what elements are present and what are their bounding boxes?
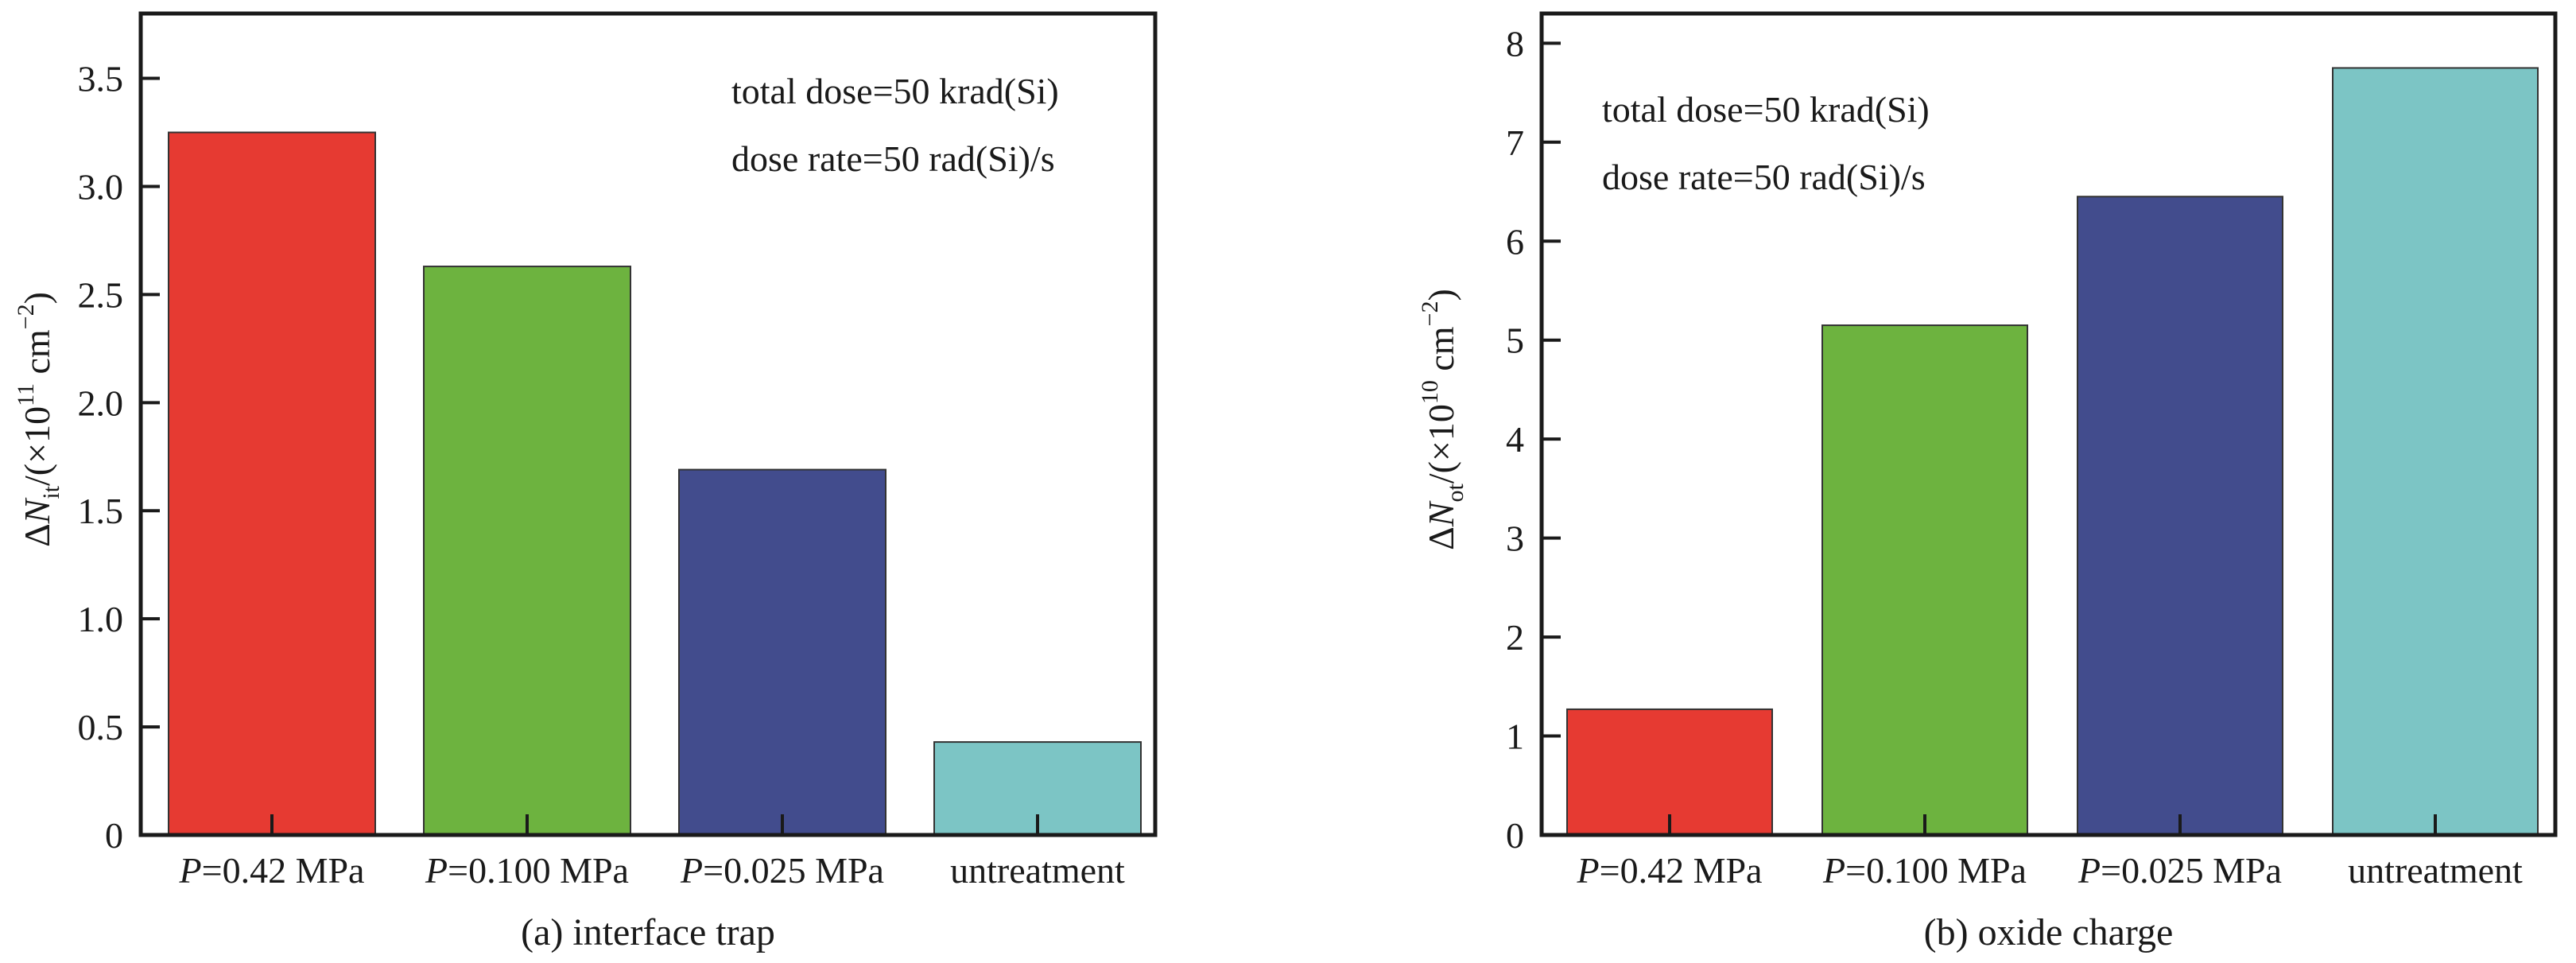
bar: [2332, 67, 2539, 837]
x-tick-label-italic: P: [179, 850, 202, 891]
x-tick-label-text: =0.025 MPa: [2101, 850, 2282, 891]
y-tick-label: 0: [105, 815, 123, 856]
y-tick-label: 3.5: [78, 59, 124, 99]
x-tick-label-text: =0.42 MPa: [1600, 850, 1763, 891]
bar: [678, 468, 886, 836]
y-tick-label: 0: [1506, 815, 1524, 856]
y-label-unit-power: −2: [13, 304, 39, 329]
x-tick-label: P=0.100 MPa: [425, 850, 629, 891]
y-label-subscript: ot: [1442, 483, 1468, 503]
x-tick-label: untreatment: [950, 850, 1125, 891]
annotation-text: dose rate=50 rad(Si)/s: [1602, 157, 1926, 197]
y-tick-label: 2.5: [78, 274, 124, 315]
y-tick-label: 6: [1506, 221, 1524, 262]
x-tick-label: P=0.42 MPa: [1577, 850, 1763, 891]
y-tick-label: 1: [1506, 716, 1524, 757]
x-tick-label-italic: P: [425, 850, 448, 891]
panel-caption: (a) interface trap: [521, 911, 775, 953]
y-tick-label: 0.5: [78, 707, 124, 747]
x-tick-label: P=0.100 MPa: [1822, 850, 2027, 891]
bar: [2077, 196, 2283, 836]
bar: [168, 131, 376, 836]
y-label-subscript: it: [38, 485, 64, 499]
x-tick-label: untreatment: [2348, 850, 2523, 891]
y-tick-label: 3: [1506, 518, 1524, 559]
x-tick-label: P=0.025 MPa: [680, 850, 884, 891]
x-tick-label-text: =0.42 MPa: [202, 850, 365, 891]
y-label-mid: /(×10: [1421, 404, 1461, 483]
y-label-symbol: N: [1421, 500, 1461, 527]
y-axis-label: ΔNot/(×1010 cm−2): [1417, 289, 1468, 550]
annotation-text: dose rate=50 rad(Si)/s: [731, 138, 1055, 179]
x-tick-label: P=0.025 MPa: [2077, 850, 2282, 891]
panel-caption: (b) oxide charge: [1924, 911, 2174, 953]
x-tick-label-text: =0.025 MPa: [703, 850, 884, 891]
axes-frame: [138, 11, 1158, 837]
y-label-delta: Δ: [1421, 526, 1461, 550]
y-tick-label: 5: [1506, 320, 1524, 361]
y-label-close: ): [17, 292, 57, 304]
y-label-unit: cm: [17, 329, 57, 383]
y-label-close: ): [1421, 289, 1461, 301]
y-label-unit-power: −2: [1417, 301, 1443, 327]
y-label-power: 10: [1417, 380, 1443, 404]
y-label-power: 11: [13, 383, 39, 406]
y-label-delta: Δ: [17, 523, 57, 547]
y-tick-label: 2.0: [78, 382, 124, 423]
y-tick-label: 7: [1506, 122, 1524, 163]
y-tick-label: 1.5: [78, 491, 124, 531]
axes-frame: [1539, 11, 2558, 837]
y-tick-label: 1.0: [78, 599, 124, 639]
x-tick-label-italic: P: [1577, 850, 1600, 891]
y-label-symbol: N: [17, 497, 57, 524]
annotation-text: total dose=50 krad(Si): [731, 71, 1059, 111]
bar: [423, 266, 631, 837]
x-tick-label-italic: P: [2077, 850, 2101, 891]
y-label-mid: /(×10: [17, 406, 57, 486]
x-tick-label-text: untreatment: [950, 850, 1125, 891]
x-tick-label-text: =0.100 MPa: [448, 850, 629, 891]
panel-a-interface-trap: 00.51.01.52.02.53.03.5P=0.42 MPa P=0.100 …: [13, 11, 1158, 953]
x-tick-label-italic: P: [680, 850, 703, 891]
y-tick-label: 2: [1506, 617, 1524, 658]
y-tick-label: 4: [1506, 419, 1524, 460]
y-tick-label: 8: [1506, 23, 1524, 64]
x-tick-label: P=0.42 MPa: [179, 850, 365, 891]
annotation-text: total dose=50 krad(Si): [1602, 89, 1930, 130]
x-tick-label-text: =0.100 MPa: [1845, 850, 2027, 891]
y-label-unit: cm: [1421, 326, 1461, 380]
y-tick-label: 3.0: [78, 166, 124, 207]
bar: [1821, 324, 2028, 836]
y-axis-label: ΔNit/(×1011 cm−2): [13, 292, 64, 547]
x-tick-label-text: untreatment: [2348, 850, 2523, 891]
x-tick-label-italic: P: [1822, 850, 1845, 891]
